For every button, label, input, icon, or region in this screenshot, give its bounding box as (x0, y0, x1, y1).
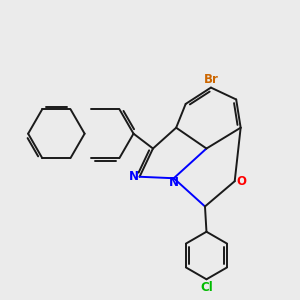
Text: N: N (169, 176, 179, 189)
Text: N: N (129, 170, 139, 183)
Text: O: O (236, 175, 246, 188)
Text: Cl: Cl (200, 281, 213, 294)
Text: Br: Br (203, 73, 218, 86)
